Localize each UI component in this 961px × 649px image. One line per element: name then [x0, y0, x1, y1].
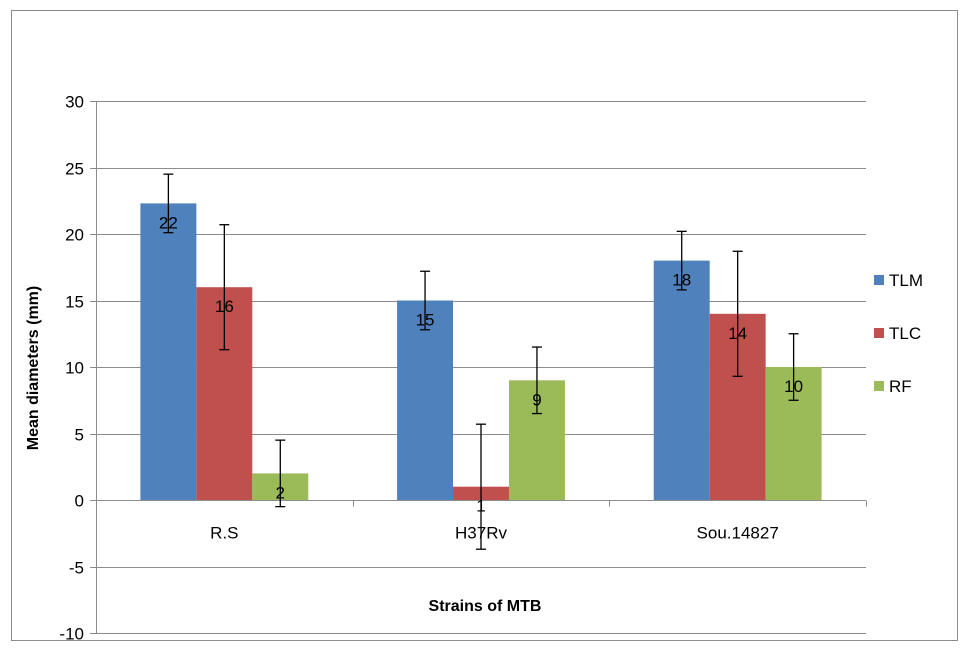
legend-swatch-tlm	[874, 275, 884, 285]
bar-tlm-2	[653, 260, 710, 500]
y-tick-label: 20	[65, 226, 84, 245]
x-tick-label: R.S	[210, 524, 238, 543]
y-tick-label: 25	[65, 160, 84, 179]
x-axis-title: Strains of MTB	[429, 598, 542, 615]
legend: TLM TLC RF	[874, 271, 923, 396]
legend-label: TLC	[889, 324, 921, 343]
y-tick-label: 15	[65, 293, 84, 312]
y-tick-label: 0	[75, 492, 84, 511]
y-axis-title: Mean diameters (mm)	[25, 286, 42, 451]
x-tick-label: Sou.14827	[697, 524, 779, 543]
legend-swatch-tlc	[874, 328, 884, 338]
bar-tlm-1	[397, 300, 454, 500]
y-tick-label: -5	[69, 559, 84, 578]
y-tick-label: 10	[65, 359, 84, 378]
y-tick-label: -10	[59, 625, 84, 644]
legend-swatch-rf	[874, 381, 884, 391]
y-tick-label: 30	[65, 93, 84, 112]
legend-label: TLM	[889, 271, 923, 290]
bar-tlm-0	[140, 203, 197, 500]
y-tick-label: 5	[75, 426, 84, 445]
error-bars	[163, 173, 799, 550]
legend-label: RF	[889, 377, 912, 396]
